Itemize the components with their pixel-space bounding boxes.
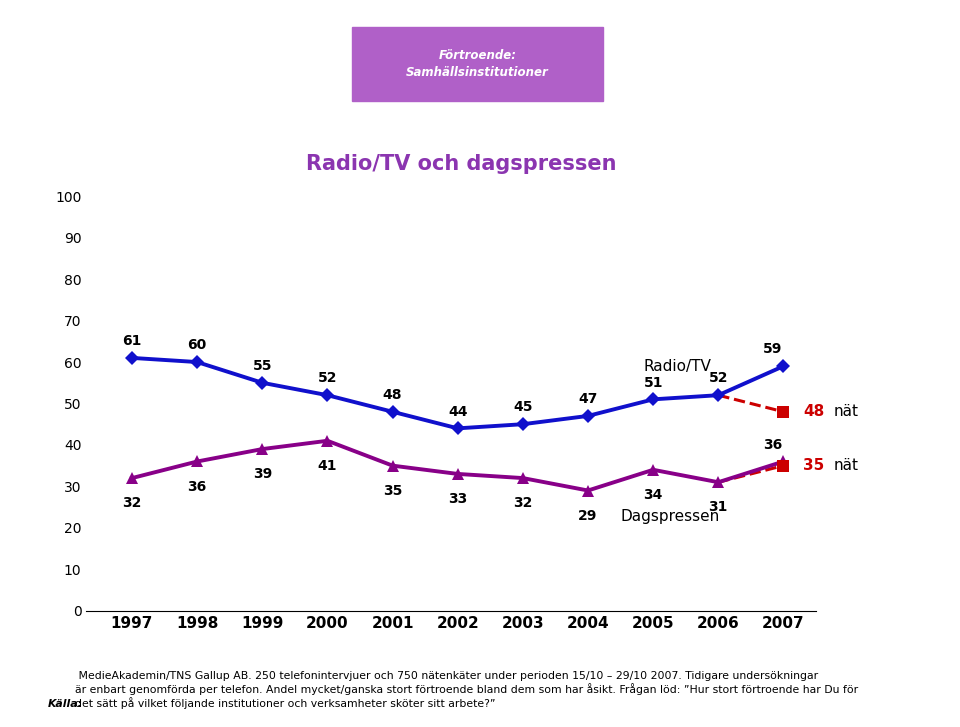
Text: 36: 36 [762, 438, 782, 451]
Text: 61: 61 [122, 334, 142, 348]
Text: 55: 55 [252, 359, 272, 373]
Text: 41: 41 [318, 459, 337, 473]
Text: 51: 51 [643, 376, 663, 390]
Text: 35: 35 [803, 458, 824, 473]
Text: Dagspressen: Dagspressen [620, 509, 720, 524]
Text: 39: 39 [252, 467, 272, 481]
Text: 60: 60 [187, 338, 206, 353]
Text: 31: 31 [708, 500, 728, 514]
Text: Radio/TV och dagspressen: Radio/TV och dagspressen [305, 153, 616, 174]
Text: 52: 52 [318, 371, 337, 385]
Text: 32: 32 [514, 496, 533, 510]
Text: 34: 34 [643, 488, 662, 502]
Text: 36: 36 [187, 480, 206, 494]
Text: Källa:: Källa: [48, 699, 83, 709]
Text: 32: 32 [122, 496, 142, 510]
Text: 29: 29 [578, 509, 598, 523]
Text: 47: 47 [578, 392, 598, 406]
Text: MEDIEAKADEMIN: MEDIEAKADEMIN [427, 121, 528, 131]
Text: 48: 48 [383, 388, 402, 402]
Text: 45: 45 [513, 401, 533, 414]
Text: 48: 48 [803, 404, 824, 419]
Text: Förtroende:
Samhällsinstitutioner: Förtroende: Samhällsinstitutioner [406, 49, 549, 79]
FancyBboxPatch shape [351, 27, 604, 100]
Text: 59: 59 [762, 342, 782, 356]
Text: nät: nät [833, 404, 858, 419]
Text: Radio/TV: Radio/TV [643, 359, 711, 374]
Text: 35: 35 [383, 483, 402, 498]
Text: nät: nät [833, 458, 858, 473]
Text: 52: 52 [708, 371, 728, 385]
Text: 33: 33 [448, 492, 468, 506]
Text: 44: 44 [448, 405, 468, 419]
Text: MedieAkademin/TNS Gallup AB. 250 telefonintervjuer och 750 nätenkäter under peri: MedieAkademin/TNS Gallup AB. 250 telefon… [75, 671, 858, 709]
